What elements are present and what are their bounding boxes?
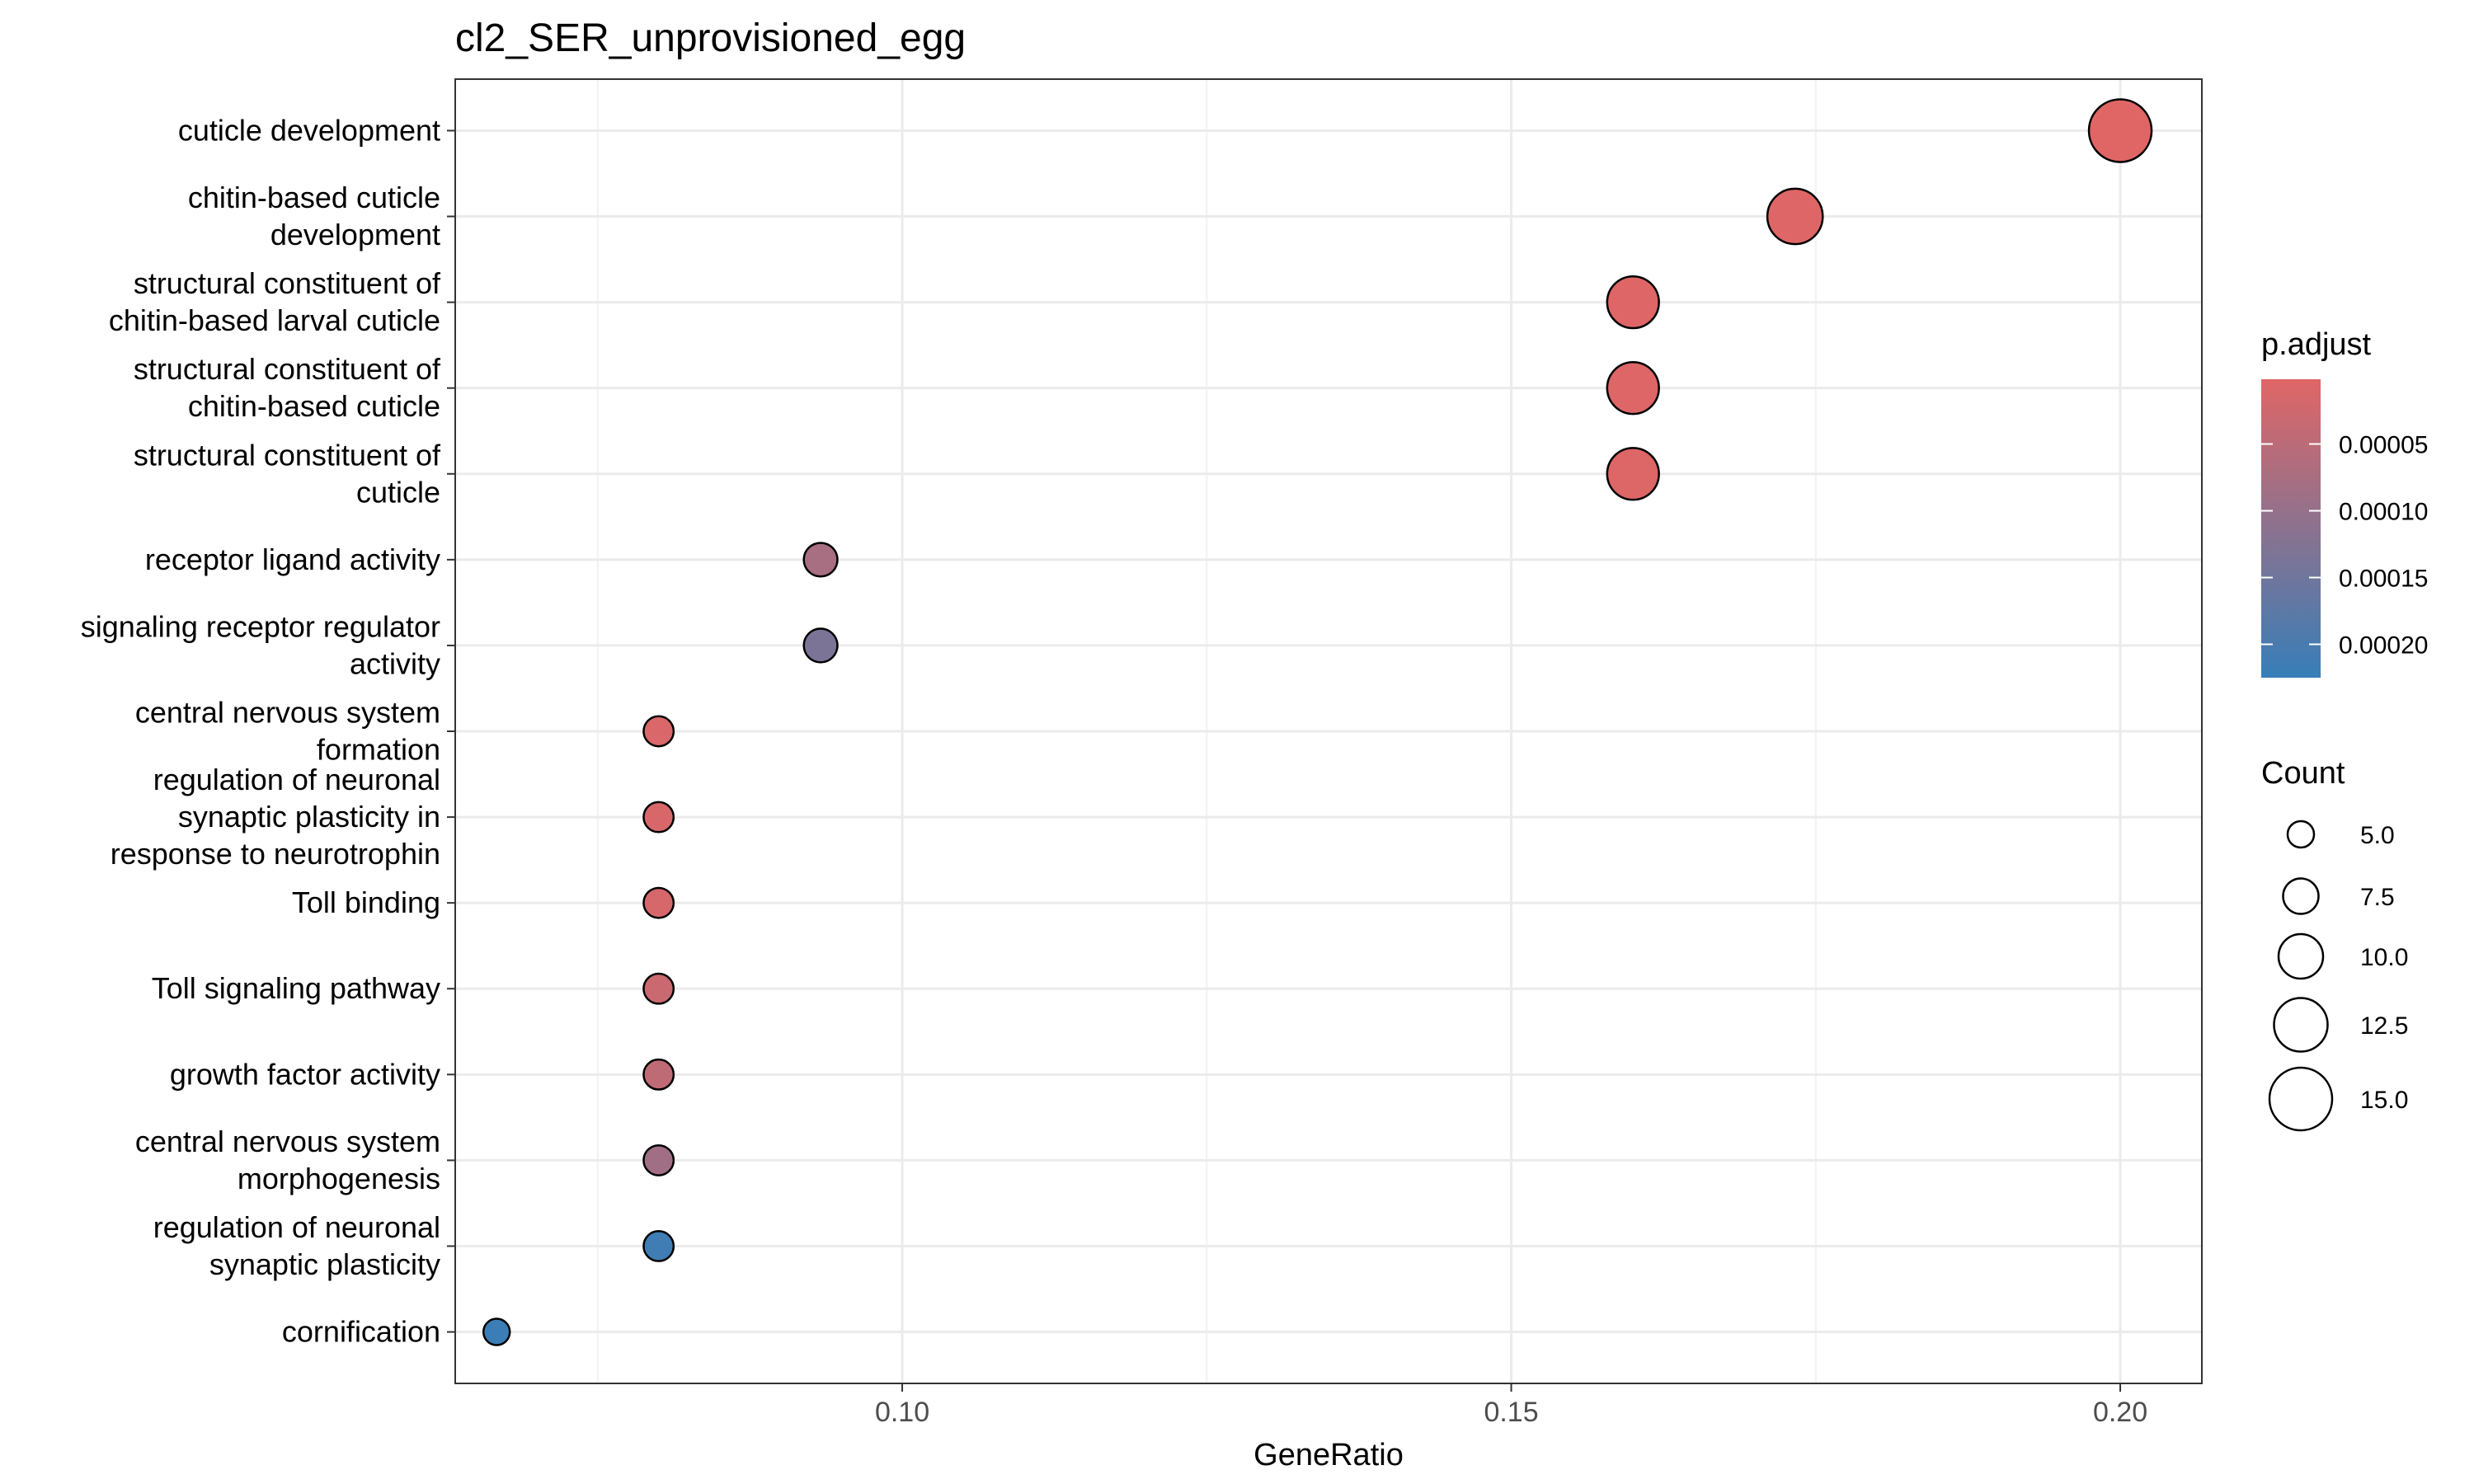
y-tick-label: receptor ligand activity xyxy=(145,542,440,576)
y-tick-label: signaling receptor regulator activity xyxy=(81,609,440,680)
size-legend-key xyxy=(2273,997,2329,1053)
data-point xyxy=(802,627,839,664)
data-point xyxy=(642,715,675,748)
data-point xyxy=(642,1144,675,1176)
color-legend-label: 0.00020 xyxy=(2339,632,2428,660)
color-legend-bar xyxy=(2261,379,2321,678)
size-legend-key xyxy=(2277,932,2325,980)
x-tick-label: 0.15 xyxy=(1484,1397,1538,1428)
color-legend-label: 0.00005 xyxy=(2339,432,2428,459)
data-point xyxy=(642,886,675,919)
y-tick-label: chitin-based cuticle development xyxy=(188,181,440,251)
y-tick-label: Toll binding xyxy=(292,885,440,919)
x-axis: 0.10 0.15 0.20 xyxy=(875,1383,2147,1428)
data-point xyxy=(642,801,675,834)
y-tick-label: cornification xyxy=(282,1315,440,1349)
data-point xyxy=(1766,187,1824,246)
data-point xyxy=(1606,361,1660,416)
grid xyxy=(455,79,2202,1383)
size-legend-label: 5.0 xyxy=(2360,822,2395,849)
data-point xyxy=(642,1058,675,1091)
data-point xyxy=(642,972,675,1005)
data-point xyxy=(1606,275,1660,330)
color-legend-label: 0.00010 xyxy=(2339,499,2428,526)
y-tick-label: central nervous system formation xyxy=(135,696,440,767)
chart-title: cl2_SER_unprovisioned_egg xyxy=(455,16,966,60)
y-tick-label: cuticle development xyxy=(178,113,440,147)
y-tick-label: structural constituent of cuticle xyxy=(134,438,441,509)
size-legend-title: Count xyxy=(2261,756,2345,791)
data-point xyxy=(642,1230,675,1262)
size-legend-key xyxy=(2286,819,2316,849)
data-points xyxy=(482,98,2153,1346)
y-axis-labels: cuticle development chitin-based cuticle d… xyxy=(81,113,455,1349)
size-legend-key xyxy=(2268,1066,2334,1132)
size-legend: Count 5.0 7.5 10.0 12.5 15.0 xyxy=(2261,756,2408,1132)
y-tick-label: regulation of neuronal synaptic plasticit… xyxy=(111,763,440,871)
size-legend-label: 12.5 xyxy=(2360,1012,2408,1040)
y-tick-label: growth factor activity xyxy=(170,1057,440,1091)
x-axis-title: GeneRatio xyxy=(1253,1438,1404,1472)
data-point xyxy=(482,1317,511,1346)
panel-border xyxy=(454,78,2203,1384)
size-legend-key xyxy=(2282,877,2320,915)
y-tick-label: structural constituent of chitin-based la… xyxy=(109,266,441,337)
size-legend-label: 15.0 xyxy=(2360,1087,2408,1114)
data-point xyxy=(802,542,839,578)
x-tick-label: 0.10 xyxy=(875,1397,929,1428)
data-point xyxy=(2087,98,2153,163)
color-legend: p.adjust 0.00005 0.00010 0.00015 0.00020 xyxy=(2261,327,2428,678)
y-tick-label: Toll signaling pathway xyxy=(152,971,440,1005)
data-point xyxy=(1606,447,1660,501)
x-tick-label: 0.20 xyxy=(2093,1397,2147,1428)
y-tick-label: structural constituent of chitin-based cu… xyxy=(134,352,441,423)
color-legend-label: 0.00015 xyxy=(2339,566,2428,593)
size-legend-label: 7.5 xyxy=(2360,884,2395,911)
size-legend-label: 10.0 xyxy=(2360,944,2408,971)
y-tick-label: regulation of neuronal synaptic plasticit… xyxy=(153,1210,440,1281)
y-tick-label: central nervous system morphogenesis xyxy=(135,1125,440,1195)
color-legend-title: p.adjust xyxy=(2261,327,2372,362)
